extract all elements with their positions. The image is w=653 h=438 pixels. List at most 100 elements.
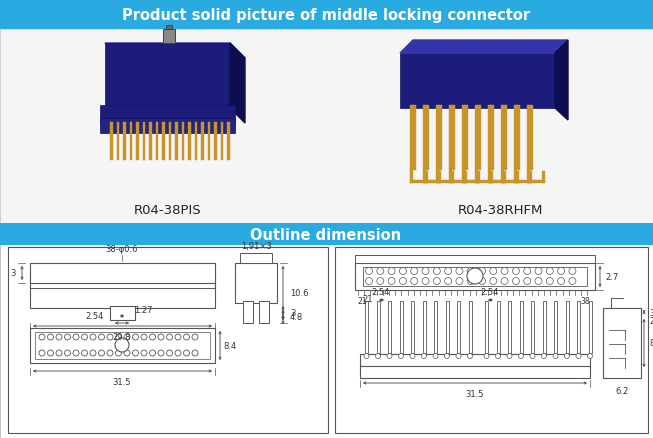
Bar <box>136 123 138 161</box>
Text: 2.54: 2.54 <box>86 311 104 320</box>
Polygon shape <box>555 41 568 121</box>
Bar <box>503 172 506 184</box>
Circle shape <box>48 334 54 340</box>
Circle shape <box>158 334 164 340</box>
Bar <box>554 301 557 353</box>
Bar <box>201 123 204 161</box>
Circle shape <box>467 278 474 285</box>
Circle shape <box>434 268 440 275</box>
Text: 31.5: 31.5 <box>113 377 131 386</box>
Bar <box>464 172 467 184</box>
Circle shape <box>124 350 130 356</box>
Bar <box>514 180 532 184</box>
Polygon shape <box>400 41 568 54</box>
Bar <box>527 180 545 184</box>
Circle shape <box>456 268 463 275</box>
Bar <box>478 106 481 171</box>
Text: 38-φ0.6: 38-φ0.6 <box>106 244 138 254</box>
Bar <box>243 254 247 263</box>
Bar <box>100 106 235 124</box>
Bar <box>195 123 197 161</box>
Circle shape <box>547 268 553 275</box>
Circle shape <box>410 354 415 359</box>
Circle shape <box>192 350 198 356</box>
Circle shape <box>56 334 62 340</box>
Circle shape <box>501 278 508 285</box>
Circle shape <box>541 354 547 359</box>
Circle shape <box>513 268 519 275</box>
Bar <box>488 180 506 184</box>
Circle shape <box>90 350 96 356</box>
Bar <box>436 106 439 184</box>
Bar <box>8 247 328 433</box>
Bar <box>426 106 429 171</box>
Circle shape <box>133 350 138 356</box>
Bar <box>149 123 151 161</box>
Circle shape <box>467 268 474 275</box>
Circle shape <box>183 350 189 356</box>
Circle shape <box>518 354 524 359</box>
Text: Product solid picture of middle locking connector: Product solid picture of middle locking … <box>122 7 530 22</box>
Bar <box>388 301 391 353</box>
Circle shape <box>456 354 461 359</box>
Circle shape <box>99 350 104 356</box>
Text: 4.8: 4.8 <box>290 313 303 322</box>
Bar <box>565 301 569 353</box>
Bar <box>0 30 653 226</box>
Bar <box>531 301 534 353</box>
Text: 1.27: 1.27 <box>134 305 153 314</box>
Bar <box>462 106 465 184</box>
Circle shape <box>445 354 449 359</box>
Bar <box>410 180 428 184</box>
Circle shape <box>400 278 406 285</box>
Circle shape <box>116 334 121 340</box>
Bar <box>577 301 580 353</box>
Circle shape <box>411 278 418 285</box>
Circle shape <box>576 354 581 359</box>
Bar <box>30 268 215 308</box>
Text: 3: 3 <box>10 269 16 278</box>
Circle shape <box>82 334 88 340</box>
Bar <box>110 306 135 320</box>
Text: 21: 21 <box>362 294 372 303</box>
Bar <box>508 301 511 353</box>
Bar <box>0 223 653 245</box>
Bar <box>355 255 595 263</box>
Bar <box>168 123 171 161</box>
Circle shape <box>65 350 71 356</box>
Circle shape <box>456 278 463 285</box>
Bar <box>355 263 595 290</box>
Circle shape <box>501 268 508 275</box>
Text: 38: 38 <box>581 297 590 305</box>
Circle shape <box>535 268 542 275</box>
Circle shape <box>39 334 45 340</box>
Circle shape <box>39 350 45 356</box>
Bar <box>504 106 507 171</box>
Bar <box>488 106 491 184</box>
Text: 1,91×3: 1,91×3 <box>240 241 272 251</box>
Circle shape <box>65 334 71 340</box>
Text: 2.54: 2.54 <box>372 287 390 297</box>
Bar <box>221 123 223 161</box>
Circle shape <box>115 338 129 352</box>
Bar <box>468 301 471 353</box>
Bar <box>123 123 125 161</box>
Circle shape <box>524 278 531 285</box>
Bar <box>235 263 277 303</box>
Circle shape <box>484 354 489 359</box>
Bar <box>208 123 210 161</box>
Text: 31.5: 31.5 <box>466 389 485 398</box>
Bar <box>462 180 480 184</box>
Circle shape <box>479 278 485 285</box>
Bar <box>259 254 263 263</box>
Circle shape <box>175 350 181 356</box>
Circle shape <box>588 354 592 359</box>
Bar <box>485 301 488 353</box>
Bar <box>360 354 590 370</box>
Bar <box>365 301 368 353</box>
Circle shape <box>433 354 438 359</box>
Bar <box>30 328 215 363</box>
Text: R04-38RHFM: R04-38RHFM <box>457 204 543 217</box>
Circle shape <box>150 334 155 340</box>
Bar <box>543 301 545 353</box>
